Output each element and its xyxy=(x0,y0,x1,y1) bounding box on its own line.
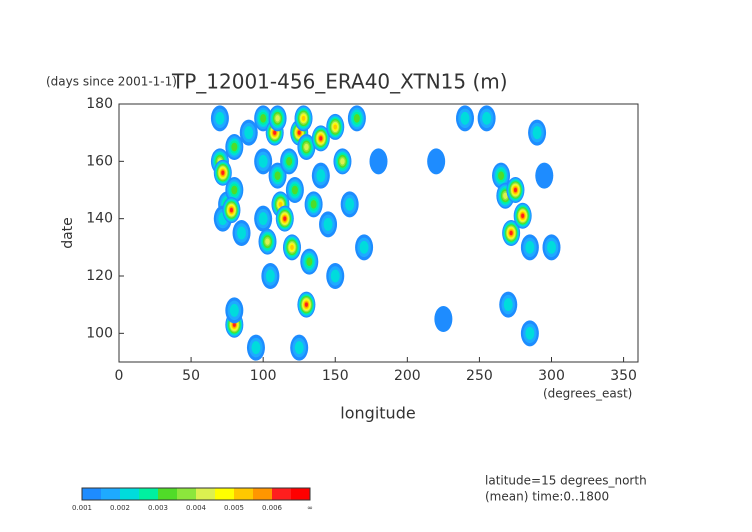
contour-cell xyxy=(251,341,261,355)
colorbar-box xyxy=(234,488,253,500)
colorbar-box xyxy=(196,488,215,500)
contour-cell xyxy=(330,269,340,283)
x-tick-label: 100 xyxy=(250,368,277,384)
contour-cell xyxy=(535,162,554,189)
contour-cell xyxy=(258,212,268,226)
contour-cell xyxy=(513,187,517,193)
contour-cell xyxy=(369,148,388,175)
x-tick-label: 0 xyxy=(115,368,124,384)
contour-cell xyxy=(316,169,326,183)
colorbar-box xyxy=(177,488,196,500)
contour-cell xyxy=(258,154,268,168)
note: latitude=15 degrees_north xyxy=(485,474,647,488)
contour-cell xyxy=(297,130,301,135)
colorbar-label: 0.001 xyxy=(72,504,92,512)
contour-cell xyxy=(273,130,277,135)
y-tick-label: 100 xyxy=(86,325,113,341)
y-tick-label: 140 xyxy=(86,211,113,227)
x-tick-label: 50 xyxy=(182,368,200,384)
contour-cell xyxy=(237,226,247,240)
contour-cell xyxy=(291,185,298,195)
colorbar-box xyxy=(82,488,101,500)
note: (mean) time:0..1800 xyxy=(485,490,609,504)
colorbar-box xyxy=(120,488,139,500)
contour-cell xyxy=(310,200,317,209)
x-tick-label: 200 xyxy=(394,368,421,384)
colorbar-frame xyxy=(81,487,311,501)
x-tick-label: 250 xyxy=(466,368,493,384)
contour-cell xyxy=(319,136,323,141)
contour-cell xyxy=(532,126,542,140)
contour-cell xyxy=(283,216,287,221)
contour-cell xyxy=(482,111,492,125)
contour-cell xyxy=(244,126,254,140)
x-tick-label: 150 xyxy=(322,368,349,384)
contour-cell xyxy=(301,115,306,121)
contour-cell xyxy=(275,115,280,122)
y-label: date xyxy=(60,217,76,249)
chart-title: TP_12001-456_ERA40_XTN15 (m) xyxy=(171,70,508,94)
colorbar-box xyxy=(291,488,310,500)
contour-cell xyxy=(306,257,313,266)
colorbar-label: 0.002 xyxy=(110,504,130,512)
colorbar-label: 0.003 xyxy=(148,504,168,512)
contour-cell xyxy=(498,171,505,181)
colorbar-box xyxy=(215,488,234,500)
contour-cell xyxy=(509,230,513,236)
contour-cell xyxy=(547,240,556,254)
x-tick-label: 300 xyxy=(538,368,565,384)
contour-cell xyxy=(525,240,535,254)
contour-cell xyxy=(274,171,281,181)
contour-cell xyxy=(221,170,225,175)
contour-cell xyxy=(503,298,513,312)
contour-cell xyxy=(232,322,236,327)
y-tick-label: 120 xyxy=(86,268,113,284)
colorbar-box xyxy=(139,488,158,500)
contour-cell xyxy=(345,197,355,211)
contour-cell xyxy=(231,142,238,152)
contour-cell xyxy=(286,157,293,166)
contour-cell xyxy=(260,114,267,123)
x-tick-label: 350 xyxy=(610,368,637,384)
colorbar-label: 0.005 xyxy=(224,504,244,512)
contour-cell xyxy=(434,306,453,332)
colorbar-label: ∞ xyxy=(307,504,313,512)
contour-cell xyxy=(521,213,525,218)
colorbar-box xyxy=(253,488,272,500)
contour-cell xyxy=(460,111,470,125)
colorbar-box xyxy=(272,488,291,500)
contour-cell xyxy=(304,143,309,151)
contour-cell xyxy=(278,201,283,207)
contour-cell xyxy=(353,114,360,123)
y-units: (days since 2001-1-1) xyxy=(46,75,177,89)
contour-cell xyxy=(265,238,270,245)
colorbar-box xyxy=(158,488,177,500)
x-units: (degrees_east) xyxy=(543,387,632,401)
contour-cell xyxy=(333,124,338,130)
x-label: longitude xyxy=(340,404,415,423)
contour-cell xyxy=(215,111,225,125)
plot-frame xyxy=(118,103,639,363)
y-tick-label: 180 xyxy=(86,96,113,112)
contour-cell xyxy=(294,341,304,355)
contour-cell xyxy=(323,217,333,231)
contour-cell xyxy=(229,303,239,317)
colorbar-label: 0.006 xyxy=(262,504,283,512)
contour-cell xyxy=(265,269,275,283)
contour-cell xyxy=(231,185,238,195)
contour-cell xyxy=(340,158,345,165)
contour-cell xyxy=(359,240,369,254)
contour-cell xyxy=(290,244,294,250)
y-tick-label: 160 xyxy=(86,153,113,169)
field xyxy=(210,105,561,361)
contour-cell xyxy=(503,192,508,199)
contour-cell xyxy=(427,148,446,175)
colorbar-box xyxy=(101,488,120,500)
colorbar-label: 0.004 xyxy=(186,504,207,512)
contour-cell xyxy=(525,326,535,340)
contour-cell xyxy=(304,302,308,307)
contour-cell xyxy=(229,207,233,213)
